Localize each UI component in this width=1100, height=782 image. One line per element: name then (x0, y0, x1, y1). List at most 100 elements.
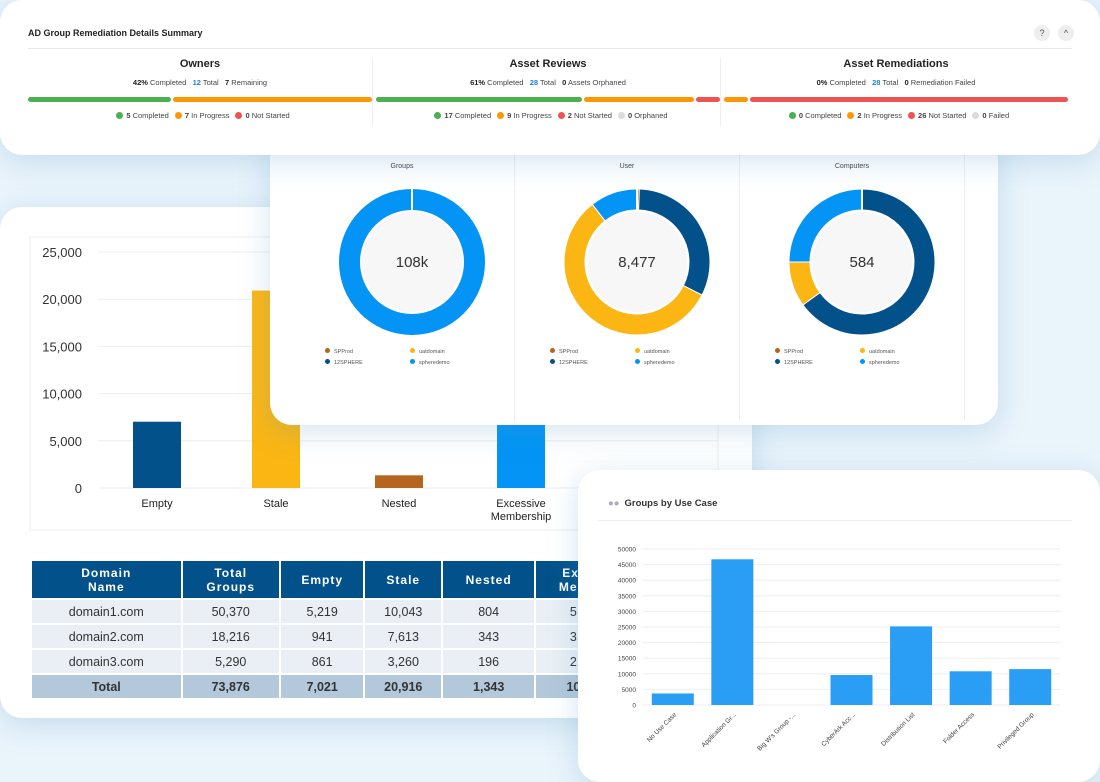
column-header[interactable]: Stale (365, 561, 442, 598)
remediation-summary-card: AD Group Remediation Details Summary ? ^… (0, 0, 1100, 155)
bar-empty (133, 421, 181, 488)
legend-item: 2 In Progress (841, 111, 902, 120)
summary-title: AD Group Remediation Details Summary (28, 28, 203, 38)
donut-legend: SPProd uatdomain 12SPHERE spheredemo (550, 348, 720, 366)
progress-segment (750, 97, 1068, 102)
section-asset-remediations: Asset Remediations 0% Completed 28 Total… (724, 58, 1068, 120)
progress-segment (376, 97, 583, 102)
use-case-bar-chart: 0 5000 10000 15000 20000 25000 30000 35000 40000… (618, 547, 1060, 753)
section-owners: Owners 42% Completed 12 Total 7 Remainin… (28, 58, 372, 120)
domain-table: Domain Name Total Groups Empty Stale Nested E… (30, 559, 585, 700)
table-cell: 20,916 (365, 675, 442, 698)
table-cell: domain3.com (32, 650, 181, 673)
table-cell: 7,021 (280, 675, 364, 698)
y-tick-label: 20000 (618, 640, 636, 647)
legend-item: 2 Not Started (552, 111, 612, 120)
legend-item: 0 Orphaned (612, 111, 668, 120)
legend-item: uatdomain (410, 348, 495, 355)
donut-user: User 8,477 SPProd uatdomain 12SPHERE spherede… (515, 155, 740, 420)
users-icon: ●● (608, 498, 620, 509)
y-tick-label: 15000 (618, 656, 636, 663)
donut-center-value: 584 (849, 254, 874, 271)
column-header[interactable]: Total Groups (182, 561, 279, 598)
progress-bar (724, 97, 1068, 102)
bar-use-case (949, 671, 992, 705)
table-cell: 3,260 (365, 650, 442, 673)
y-tick-label: 40000 (618, 578, 636, 585)
y-tick-label: 10,000 (42, 387, 82, 402)
x-tick-label: Stale (263, 498, 288, 510)
table-cell: 10,043 (365, 600, 442, 623)
table-cell: 50,370 (182, 600, 279, 623)
bar-use-case (830, 675, 873, 705)
y-tick-label: 20,000 (42, 292, 82, 307)
legend-item: spheredemo (635, 359, 720, 366)
collapse-button[interactable]: ^ (1058, 25, 1074, 41)
legend-item: 17 Completed (428, 111, 491, 120)
donut-groups: Groups 108k SPProd uatdomain 12SPHERE sphered… (290, 155, 515, 420)
bar-nested (375, 475, 423, 488)
groups-by-use-case-card: ●● Groups by Use Case 0 5000 10000 15000 2000… (578, 470, 1100, 782)
legend-item: 12SPHERE (775, 359, 860, 366)
help-button[interactable]: ? (1034, 25, 1050, 41)
divider (28, 48, 1072, 49)
legend-item: spheredemo (860, 359, 945, 366)
donut-computers: Computers 584 SPProd uatdomain 12SPHERE spher… (740, 155, 965, 420)
section-title: Asset Remediations (843, 58, 949, 70)
domain-distribution-card: Groups 108k SPProd uatdomain 12SPHERE sphered… (270, 120, 998, 425)
y-tick-label: 5000 (622, 687, 637, 694)
y-tick-label: 45000 (618, 562, 636, 569)
progress-segment (695, 97, 720, 102)
table-cell: 73,876 (182, 675, 279, 698)
section-title: Asset Reviews (509, 58, 587, 70)
y-tick-label: 0 (75, 481, 82, 496)
legend-item: SPProd (325, 348, 410, 355)
y-tick-label: 5,000 (49, 434, 82, 449)
table-cell: 5,290 (182, 650, 279, 673)
bar-use-case (1009, 669, 1052, 705)
bar-use-case (711, 559, 754, 705)
legend-item: 12SPHERE (550, 359, 635, 366)
use-case-title: ●● Groups by Use Case (608, 498, 718, 509)
x-tick-label: Excessive (496, 498, 546, 510)
x-tick-label: Folder Access (942, 711, 976, 745)
x-tick-label: Nested (382, 498, 417, 510)
table-cell: 804 (443, 600, 535, 623)
legend-item: spheredemo (410, 359, 495, 366)
legend-item: SPProd (550, 348, 635, 355)
y-tick-label: 25000 (618, 625, 636, 632)
x-tick-label: CyberArk Acc... (820, 711, 857, 748)
table-cell: 18,216 (182, 625, 279, 648)
table-cell: 343 (443, 625, 535, 648)
legend-item: 12SPHERE (325, 359, 410, 366)
x-tick-label: Big W's Group -... (756, 711, 797, 752)
legend-item: 26 Not Started (902, 111, 966, 120)
column-header[interactable]: Empty (280, 561, 364, 598)
progress-bar (376, 97, 720, 102)
section-asset-reviews: Asset Reviews 61% Completed 28 Total 0 A… (376, 58, 720, 120)
section-stats: 42% Completed 12 Total 7 Remaining (132, 78, 268, 87)
table-cell: 7,613 (365, 625, 442, 648)
progress-segment (172, 97, 372, 102)
y-tick-label: 25,000 (42, 245, 82, 260)
column-header[interactable]: Domain Name (32, 561, 181, 598)
x-tick-label: Application Gr... (700, 711, 738, 749)
progress-segment (584, 97, 694, 102)
legend-item: 9 In Progress (491, 111, 552, 120)
y-tick-label: 10000 (618, 671, 636, 678)
x-tick-label: Empty (141, 498, 173, 510)
bar-use-case (651, 693, 694, 705)
y-tick-label: 50000 (618, 547, 636, 554)
progress-bar (28, 97, 372, 102)
donut-slice-uatdomain (563, 203, 703, 336)
section-stats: 0% Completed 28 Total 0 Remediation Fail… (816, 78, 976, 87)
legend-item: uatdomain (635, 348, 720, 355)
section-title: Owners (179, 58, 221, 70)
progress-segment (724, 97, 749, 102)
donut-title: Computers (834, 163, 870, 170)
legend-item: 7 In Progress (169, 111, 229, 120)
column-header[interactable]: Nested (443, 561, 535, 598)
